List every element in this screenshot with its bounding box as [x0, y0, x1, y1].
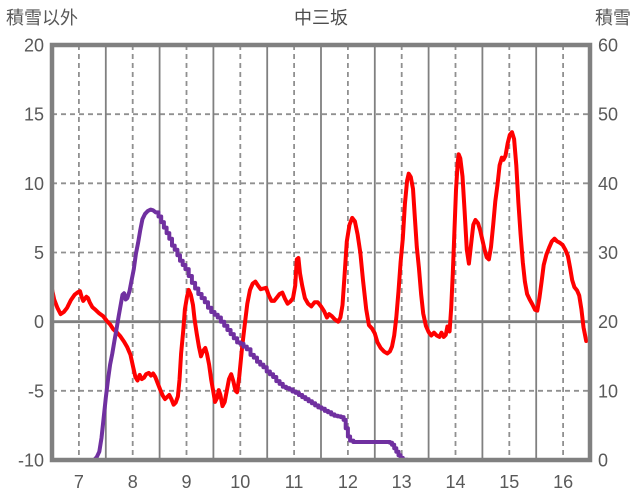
left-axis-tick-label: 5 — [34, 243, 44, 263]
chart-title: 中三坂 — [294, 8, 348, 28]
right-axis-tick-label: 10 — [598, 381, 618, 401]
x-axis-tick-label: 14 — [445, 472, 465, 492]
left-axis-tick-label: 15 — [24, 105, 44, 125]
x-axis-tick-label: 7 — [74, 472, 84, 492]
x-axis-tick-label: 12 — [338, 472, 358, 492]
x-axis-tick-label: 8 — [128, 472, 138, 492]
x-axis-tick-label: 13 — [392, 472, 412, 492]
plot-border-rect — [49, 42, 593, 463]
x-axis-tick-label: 10 — [230, 472, 250, 492]
right-axis-tick-label: 30 — [598, 243, 618, 263]
right-axis-tick-label: 0 — [598, 451, 608, 471]
right-axis-tick-label: 50 — [598, 105, 618, 125]
gridlines — [52, 45, 590, 460]
x-axis-tick-label: 9 — [181, 472, 191, 492]
right-axis-tick-label: 20 — [598, 312, 618, 332]
data-series — [50, 130, 592, 462]
left-axis-title: 積雪以外 — [6, 8, 78, 28]
left-axis-tick-label: -5 — [28, 381, 44, 401]
x-axis-tick-label: 16 — [553, 472, 573, 492]
snow-depth-line — [50, 207, 592, 462]
right-axis-tick-label: 40 — [598, 174, 618, 194]
right-axis-title: 積雪 — [595, 8, 631, 28]
right-axis-tick-label: 60 — [598, 36, 618, 56]
non-snow-line — [50, 130, 589, 409]
left-axis-tick-label: 0 — [34, 312, 44, 332]
left-axis-tick-label: 10 — [24, 174, 44, 194]
left-axis-tick-label: 20 — [24, 36, 44, 56]
left-axis-tick-label: -10 — [18, 451, 44, 471]
x-axis-tick-label: 11 — [285, 472, 304, 492]
x-axis-tick-label: 15 — [499, 472, 519, 492]
plot-border — [49, 42, 593, 463]
